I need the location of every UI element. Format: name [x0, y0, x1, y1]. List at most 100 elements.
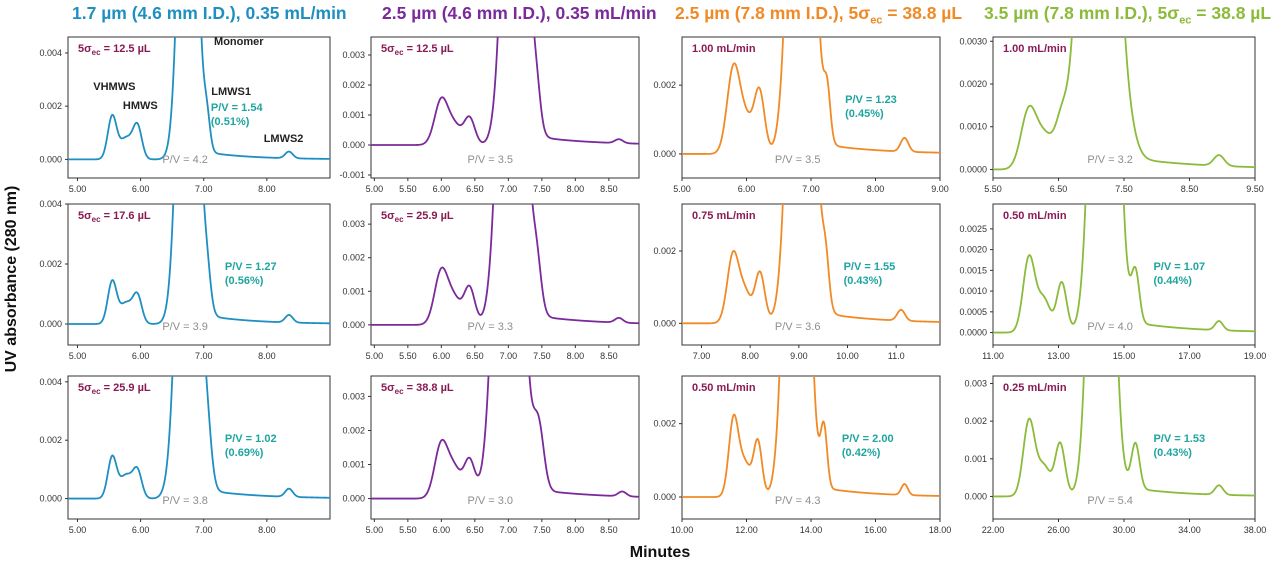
- x-tick-label: 19.00: [1244, 351, 1267, 361]
- y-tick-label: 0.002: [653, 246, 676, 256]
- y-tick-label: 0.000: [342, 140, 365, 150]
- x-tick-label: 13.00: [1047, 351, 1070, 361]
- x-tick-label: 8.00: [867, 184, 885, 194]
- x-tick-label: 5.00: [69, 184, 87, 194]
- chromatogram-trace: [68, 37, 330, 161]
- chromatogram-panel-r2-c3: 7.00 8.00 9.00 10.00 11.0 0.000 0.002 0.75 mL/m…: [653, 203, 941, 361]
- pv-ratio-label: P/V = 3.8: [162, 495, 208, 507]
- y-tick-label: 0.003: [342, 50, 365, 60]
- y-tick-label: 0.000: [342, 320, 365, 330]
- peak-label-monomer: Monomer: [214, 36, 264, 48]
- x-tick-label: 6.50: [466, 351, 484, 361]
- x-tick-label: 7.00: [195, 351, 213, 361]
- column-title-3: 2.5 µm (7.8 mm I.D.), 5σec = 38.8 µL: [675, 3, 962, 27]
- peak-label-vhmws: VHMWS: [93, 81, 135, 93]
- lmw-percent-label: (0.56%): [225, 275, 264, 287]
- pv-ratio-label: P/V = 4.0: [1087, 321, 1133, 333]
- x-tick-label: 12.00: [735, 525, 758, 535]
- chromatogram-trace: [993, 37, 1255, 171]
- x-tick-label: 7.00: [802, 184, 820, 194]
- x-tick-label: 8.00: [567, 184, 585, 194]
- y-tick-label: 0.0030: [959, 36, 987, 46]
- chromatogram-trace: [68, 376, 330, 500]
- y-tick-label: 0.000: [39, 494, 62, 504]
- pv-ratio-label: P/V = 3.9: [162, 321, 208, 333]
- column-title-3-suffix: = 38.8 µL: [882, 3, 963, 23]
- lmw-percent-label: (0.43%): [1153, 447, 1192, 459]
- x-tick-label: 10.00: [671, 525, 694, 535]
- condition-label: 5σec = 12.5 µL: [78, 43, 151, 57]
- lmw-pv-label: P/V = 1.54: [211, 102, 264, 114]
- y-tick-label: 0.001: [342, 286, 365, 296]
- x-axis-label: Minutes: [629, 544, 691, 561]
- x-tick-label: 7.00: [195, 525, 213, 535]
- x-tick-label: 8.50: [600, 184, 618, 194]
- lmw-pv-label: P/V = 1.23: [845, 94, 897, 106]
- lmw-percent-label: (0.44%): [1153, 275, 1192, 287]
- chromatogram-panel-r1-c1: 5.00 6.00 7.00 8.00 0.000 0.002 0.004 5σec = 12…: [39, 36, 331, 194]
- x-tick-label: 9.00: [790, 351, 808, 361]
- column-title-2: 2.5 µm (4.6 mm I.D.), 0.35 mL/min: [382, 3, 657, 23]
- condition-label: 0.50 mL/min: [1003, 210, 1067, 222]
- x-tick-label: 26.00: [1047, 525, 1070, 535]
- y-tick-label: 0.003: [342, 219, 365, 229]
- condition-label: 5σec = 25.9 µL: [381, 210, 454, 224]
- pv-ratio-label: P/V = 3.2: [1087, 154, 1133, 166]
- chromatogram-trace: [682, 204, 940, 325]
- x-tick-label: 6.50: [466, 525, 484, 535]
- plot-frame: [67, 203, 331, 346]
- lmw-percent-label: (0.42%): [842, 447, 881, 459]
- column-title-3-prefix: 2.5 µm (7.8 mm I.D.), 5σ: [675, 3, 871, 23]
- y-tick-label: 0.0020: [959, 245, 987, 255]
- condition-label: 5σec = 25.9 µL: [78, 382, 151, 396]
- condition-label: 5σec = 12.5 µL: [381, 43, 454, 57]
- plot-frame: [992, 203, 1256, 346]
- y-tick-label: 0.002: [342, 425, 365, 435]
- y-tick-label: 0.0000: [959, 164, 987, 174]
- y-tick-label: 0.0010: [959, 286, 987, 296]
- plot-frame: [992, 36, 1256, 179]
- x-tick-label: 7.00: [195, 184, 213, 194]
- pv-ratio-label: P/V = 4.2: [162, 154, 208, 166]
- plot-frame: [67, 36, 331, 179]
- chromatogram-trace: [993, 376, 1255, 498]
- pv-ratio-label: P/V = 3.5: [467, 154, 513, 166]
- x-tick-label: 8.00: [741, 351, 759, 361]
- x-tick-label: 7.00: [500, 184, 518, 194]
- pv-ratio-label: P/V = 3.3: [467, 321, 513, 333]
- plot-frame: [681, 36, 941, 179]
- y-tick-label: 0.001: [342, 110, 365, 120]
- y-tick-label: 0.0015: [959, 265, 987, 275]
- chromatogram-trace: [682, 376, 940, 498]
- x-tick-label: 30.00: [1113, 525, 1136, 535]
- y-tick-label: 0.002: [342, 80, 365, 90]
- x-tick-label: 8.00: [258, 184, 276, 194]
- plot-frame: [370, 36, 640, 179]
- chromatogram-trace: [371, 376, 639, 500]
- y-tick-label: 0.0000: [959, 328, 987, 338]
- x-tick-label: 5.00: [366, 351, 384, 361]
- x-tick-label: 22.00: [982, 525, 1005, 535]
- plot-frame: [681, 375, 941, 520]
- y-tick-label: 0.002: [39, 259, 62, 269]
- column-title-1: 1.7 µm (4.6 mm I.D.), 0.35 mL/min: [72, 3, 347, 23]
- lmw-percent-label: (0.43%): [844, 275, 883, 287]
- y-tick-label: 0.004: [39, 199, 62, 209]
- column-title-4: 3.5 µm (7.8 mm I.D.), 5σec = 38.8 µL: [984, 3, 1271, 27]
- chromatogram-panel-r3-c3: 10.00 12.00 14.00 16.00 18.00 0.000 0.002 0.50 …: [653, 375, 951, 535]
- x-tick-label: 7.50: [533, 351, 551, 361]
- lmw-percent-label: (0.51%): [211, 116, 250, 128]
- y-tick-label: 0.002: [39, 435, 62, 445]
- column-title-4-suffix: = 38.8 µL: [1191, 3, 1272, 23]
- x-tick-label: 34.00: [1178, 525, 1201, 535]
- y-tick-label: 0.002: [653, 419, 676, 429]
- x-tick-label: 6.00: [433, 351, 451, 361]
- y-tick-label: 0.000: [653, 492, 676, 502]
- column-title-4-sub: ec: [1179, 14, 1192, 27]
- y-tick-label: 0.003: [964, 379, 987, 389]
- y-tick-label: 0.000: [653, 149, 676, 159]
- column-title-4-prefix: 3.5 µm (7.8 mm I.D.), 5σ: [984, 3, 1180, 23]
- x-tick-label: 10.00: [836, 351, 859, 361]
- chromatogram-panel-r2-c4: 11.00 13.00 15.00 17.00 19.00 0.0000 0.0005 0.0…: [959, 203, 1266, 361]
- lmw-percent-label: (0.45%): [845, 108, 884, 120]
